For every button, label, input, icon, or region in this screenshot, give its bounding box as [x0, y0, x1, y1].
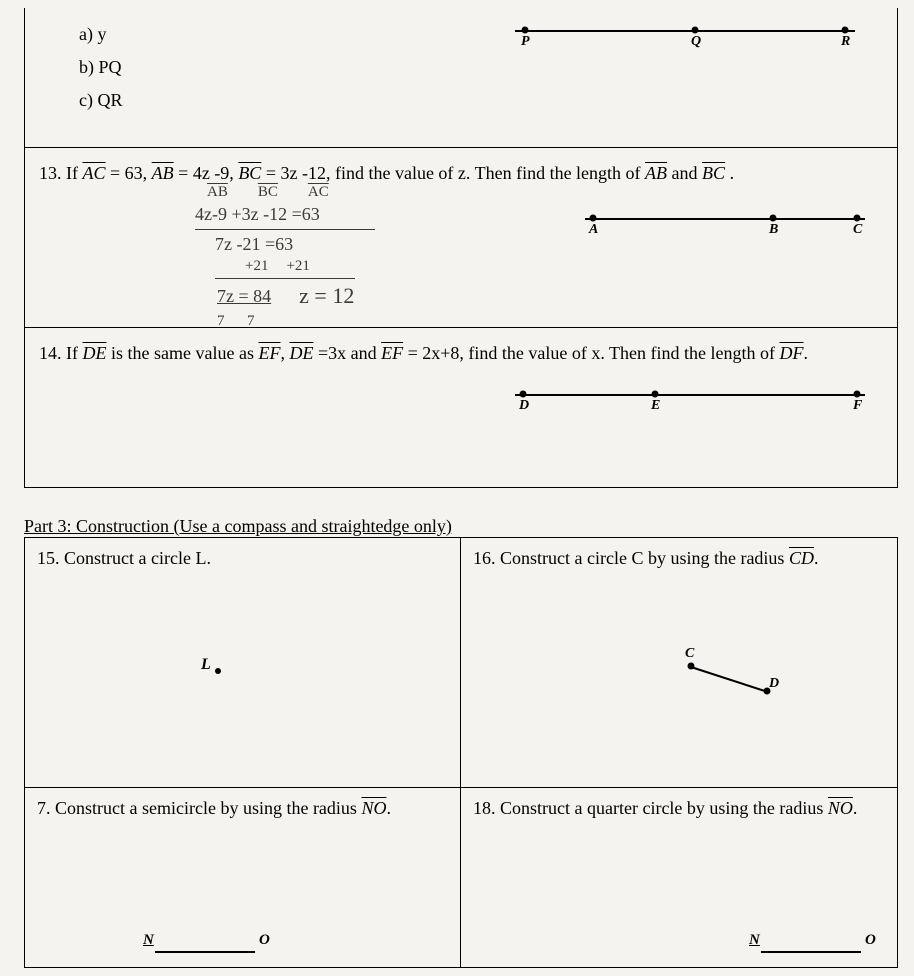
- segment-def: [515, 394, 865, 396]
- q14-t5: = 2x+8, find the value of x. Then find t…: [403, 343, 779, 363]
- seg-bc2: BC: [702, 163, 725, 183]
- seg-de2: DE: [289, 343, 313, 363]
- construction-grid: 15. Construct a circle L. L 16. Construc…: [24, 537, 898, 968]
- hw-eq3: 7z = 84: [195, 284, 271, 308]
- label-c16: C: [685, 646, 694, 662]
- segment-no-17: [155, 951, 255, 953]
- q13-student-work: AB BC AC 4z-9 +3z -12 =63 7z -21 =63 +21…: [195, 182, 475, 331]
- seg-cd: CD: [789, 548, 814, 568]
- q14-num: 14.: [39, 343, 62, 363]
- label-p: P: [521, 34, 530, 50]
- q18-t1: 18. Construct a quarter circle by using …: [473, 798, 828, 818]
- hw-ab: AB: [207, 182, 228, 202]
- q17-t1: 7. Construct a semicircle by using the r…: [37, 798, 361, 818]
- seg-ef: EF: [258, 343, 280, 363]
- question-12-box: a) y b) PQ c) QR P Q R: [24, 8, 898, 148]
- point-r: [842, 27, 849, 34]
- label-c: C: [853, 222, 862, 238]
- hw-add1: +21: [245, 256, 268, 276]
- q17-t2: .: [386, 798, 391, 818]
- seg-de: DE: [83, 343, 107, 363]
- question-14-box: 14. If DE is the same value as EF, DE =3…: [24, 328, 898, 488]
- hw-add2: +21: [286, 256, 309, 276]
- q14-t4: =3x and: [313, 343, 381, 363]
- q12-option-b: b) PQ: [79, 57, 883, 78]
- point-b: [770, 215, 777, 222]
- label-o-18: O: [865, 932, 876, 949]
- point-l: [215, 668, 221, 674]
- point-a: [590, 215, 597, 222]
- point-f: [854, 391, 861, 398]
- q16-t1: 16. Construct a circle C by using the ra…: [473, 548, 789, 568]
- q13-t2: = 63,: [106, 163, 152, 183]
- q13-t5: and: [667, 163, 702, 183]
- hw-ac: AC: [308, 182, 329, 202]
- label-f: F: [853, 398, 862, 414]
- q12-option-c: c) QR: [79, 90, 883, 111]
- question-15-box: 15. Construct a circle L. L: [25, 538, 461, 788]
- label-o-17: O: [259, 932, 270, 949]
- seg-df: DF: [780, 343, 804, 363]
- hw-eq1: 4z-9 +3z -12 =63: [195, 202, 475, 226]
- question-13-box: 13. If AC = 63, AB = 4z -9, BC = 3z -12,…: [24, 148, 898, 328]
- point-c: [854, 215, 861, 222]
- q16-t2: .: [814, 548, 819, 568]
- seg-ac: AC: [83, 163, 106, 183]
- q15-title: 15. Construct a circle L.: [37, 548, 448, 569]
- q14-t6: .: [804, 343, 809, 363]
- label-d: D: [519, 398, 529, 414]
- point-d: [520, 391, 527, 398]
- label-b: B: [769, 222, 778, 238]
- seg-no-18: NO: [828, 798, 853, 818]
- seg-ab2: AB: [645, 163, 667, 183]
- segment-abc: [585, 218, 865, 220]
- worksheet-page: a) y b) PQ c) QR P Q R 13. If AC = 63, A…: [0, 0, 914, 976]
- q13-t4: = 3z -12, find the value of z. Then find…: [261, 163, 645, 183]
- seg-bc: BC: [238, 163, 261, 183]
- q12-option-a: a) y: [79, 24, 883, 45]
- seg-ef2: EF: [381, 343, 403, 363]
- q13-t3: = 4z -9,: [174, 163, 239, 183]
- point-c16: [688, 663, 695, 670]
- q13-t6: .: [725, 163, 734, 183]
- seg-ab: AB: [152, 163, 174, 183]
- label-n-18: N: [749, 932, 760, 949]
- seg-no-17: NO: [361, 798, 386, 818]
- segment-pqr: [515, 30, 855, 32]
- label-a: A: [589, 222, 598, 238]
- point-q: [692, 27, 699, 34]
- hw-bc: BC: [258, 182, 278, 202]
- label-d16: D: [769, 676, 779, 692]
- part3-heading: Part 3: Construction (Use a compass and …: [24, 516, 898, 537]
- q18-title: 18. Construct a quarter circle by using …: [473, 798, 885, 819]
- q16-title: 16. Construct a circle C by using the ra…: [473, 548, 885, 569]
- label-r: R: [841, 34, 850, 50]
- label-n-17: N: [143, 932, 154, 949]
- q17-title: 7. Construct a semicircle by using the r…: [37, 798, 448, 819]
- q18-t2: .: [853, 798, 858, 818]
- q14-t1: If: [66, 343, 83, 363]
- label-l: L: [201, 656, 211, 674]
- hw-answer: z = 12: [299, 281, 354, 311]
- segment-no-18: [761, 951, 861, 953]
- segment-cd: [691, 666, 768, 693]
- point-p: [522, 27, 529, 34]
- point-e: [652, 391, 659, 398]
- question-17-box: 7. Construct a semicircle by using the r…: [25, 788, 461, 968]
- question-18-box: 18. Construct a quarter circle by using …: [461, 788, 897, 968]
- q13-t1: If: [66, 163, 83, 183]
- hw-eq2: 7z -21 =63: [195, 232, 475, 256]
- label-q: Q: [691, 34, 701, 50]
- label-e: E: [651, 398, 660, 414]
- q14-t2: is the same value as: [107, 343, 259, 363]
- question-16-box: 16. Construct a circle C by using the ra…: [461, 538, 897, 788]
- q13-num: 13.: [39, 163, 62, 183]
- q14-prompt: 14. If DE is the same value as EF, DE =3…: [39, 340, 883, 367]
